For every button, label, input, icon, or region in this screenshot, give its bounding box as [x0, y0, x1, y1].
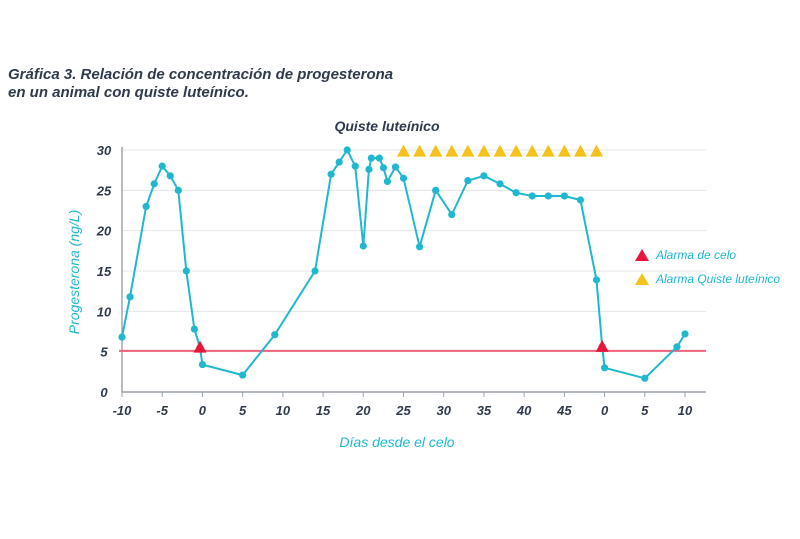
cyst-alarm-marker: [445, 144, 459, 157]
data-point: [432, 186, 440, 194]
x-tick-label: 5: [641, 403, 649, 418]
data-point: [464, 177, 472, 185]
x-tick-label: 35: [477, 403, 492, 418]
y-tick-label: 20: [96, 224, 112, 239]
data-point: [379, 164, 387, 172]
y-tick-label: 0: [100, 385, 108, 400]
heat-alarm-marker: [595, 339, 609, 352]
data-point: [118, 333, 126, 341]
legend-heat-label: Alarma de celo: [655, 248, 736, 262]
heat-alarm-marker: [193, 340, 207, 353]
data-point: [158, 162, 166, 170]
data-point: [239, 371, 247, 379]
data-point: [641, 374, 649, 382]
data-point: [375, 154, 383, 162]
data-point: [311, 267, 319, 275]
cyst-alarm-marker: [525, 144, 539, 157]
data-point: [415, 243, 424, 251]
x-tick-label: -5: [156, 403, 168, 418]
data-point: [343, 146, 351, 154]
figure-title: Gráfica 3. Relación de concentración de …: [8, 66, 393, 102]
data-point: [480, 172, 488, 180]
x-tick-label: 15: [316, 403, 331, 418]
y-tick-label: 5: [100, 345, 108, 360]
data-point: [174, 186, 182, 194]
x-tick-label: 45: [556, 403, 572, 418]
x-tick-label: 10: [678, 403, 693, 418]
cyst-alarm-marker: [573, 144, 587, 157]
data-point: [367, 154, 375, 162]
data-point: [496, 180, 504, 188]
y-tick-label: 10: [97, 304, 112, 319]
data-point: [142, 202, 150, 211]
x-tick-label: 20: [355, 403, 371, 418]
x-tick-label: -10: [113, 403, 133, 418]
data-point: [399, 174, 408, 182]
data-point: [359, 242, 367, 250]
cyst-alarm-markers: [397, 144, 604, 157]
data-point: [560, 192, 568, 200]
cyst-alarm-marker: [590, 144, 604, 157]
x-tick-label: 0: [601, 403, 609, 418]
data-point: [383, 177, 392, 186]
data-point: [512, 189, 520, 197]
data-point: [528, 192, 536, 200]
x-tick-label: 10: [276, 403, 291, 418]
cyst-alarm-marker: [477, 144, 491, 157]
data-point: [166, 172, 174, 180]
legend-cyst-label: Alarma Quiste luteínico: [655, 272, 780, 286]
cyst-alarm-marker: [493, 144, 507, 157]
figure-title-line-2: en un animal con quiste luteínico.: [8, 84, 249, 101]
x-tick-label: 40: [516, 403, 532, 418]
data-point: [150, 180, 158, 188]
y-tick-label: 15: [97, 264, 112, 279]
data-point: [673, 343, 681, 351]
x-tick-label: 5: [239, 403, 247, 418]
data-point: [600, 364, 609, 372]
y-tick-label: 30: [97, 143, 112, 158]
data-point: [544, 192, 552, 200]
legend-cyst-marker: [635, 273, 649, 285]
x-tick-label: 30: [436, 403, 451, 418]
x-tick-labels: -10 -5 0 5 10 15 20 25 30 35 40 45 0 5 10: [113, 392, 693, 418]
y-tick-label: 25: [96, 183, 112, 198]
data-point: [391, 163, 400, 171]
data-point: [576, 196, 585, 204]
data-point: [327, 170, 335, 178]
data-point: [351, 162, 359, 170]
data-point: [448, 210, 456, 219]
grid-lines: [121, 147, 706, 393]
x-axis-label: Días desde el celo: [339, 434, 454, 450]
data-point: [190, 325, 198, 333]
cyst-alarm-marker: [557, 144, 571, 157]
cyst-alarm-marker: [413, 144, 427, 157]
legend: Alarma de celo Alarma Quiste luteínico: [635, 248, 780, 286]
y-axis-label: Progesterona (ng/L): [66, 210, 82, 335]
y-tick-labels: 0 5 10 15 20 25 30: [96, 143, 112, 400]
data-point: [365, 165, 373, 173]
legend-heat-marker: [635, 249, 649, 261]
chart-subtitle: Quiste luteínico: [334, 118, 439, 134]
data-point: [335, 158, 343, 166]
cyst-alarm-marker: [429, 144, 443, 157]
data-point: [198, 360, 207, 369]
cyst-alarm-marker: [541, 144, 555, 157]
data-point: [592, 276, 601, 284]
figure-title-line-1: Gráfica 3. Relación de concentración de …: [8, 66, 394, 83]
data-point: [182, 267, 190, 275]
data-point: [681, 330, 689, 338]
x-tick-label: 25: [395, 403, 411, 418]
heat-alarm-markers: [193, 339, 609, 353]
cyst-alarm-marker: [461, 144, 475, 157]
x-tick-label: 0: [199, 403, 207, 418]
data-point: [271, 331, 279, 339]
cyst-alarm-marker: [509, 144, 523, 157]
data-point: [126, 293, 134, 301]
cyst-alarm-marker: [397, 144, 410, 157]
